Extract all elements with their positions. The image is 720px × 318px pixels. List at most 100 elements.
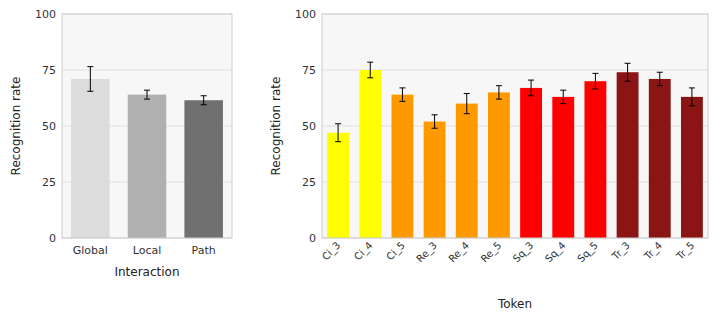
error-stem: [466, 94, 467, 114]
error-stem: [627, 63, 628, 81]
error-stem: [531, 80, 532, 96]
error-bar: [657, 72, 663, 85]
y-tick-label: 0: [49, 232, 56, 245]
error-cap: [560, 103, 566, 104]
bar: [184, 100, 223, 238]
error-stem: [691, 88, 692, 106]
bar: [649, 79, 671, 238]
y-tick-label: 75: [302, 64, 316, 77]
error-bar: [87, 67, 93, 92]
error-cap: [144, 90, 150, 91]
error-cap: [592, 73, 598, 74]
error-cap: [496, 85, 502, 86]
error-stem: [370, 62, 371, 78]
bar: [520, 88, 542, 238]
y-tick-label: 100: [35, 8, 56, 21]
x-tick-label: Local: [133, 244, 162, 257]
error-bar: [592, 73, 598, 89]
bar: [584, 81, 606, 238]
plot-background: [322, 14, 708, 238]
bar: [327, 133, 349, 238]
error-bar: [528, 80, 534, 96]
error-cap: [528, 80, 534, 81]
chart-container: 0 25 50 75 100 Global Local Path Interaction Reco…: [0, 0, 720, 318]
y-tick-label: 25: [302, 176, 316, 189]
bar: [488, 92, 510, 238]
error-stem: [498, 86, 499, 99]
error-bar: [367, 62, 373, 78]
error-bar: [399, 88, 405, 101]
error-cap: [560, 90, 566, 91]
error-cap: [625, 63, 631, 64]
x-tick-label: Tr_4: [641, 240, 664, 263]
x-tick-label: Path: [192, 244, 216, 257]
y-tick-label: 100: [295, 8, 316, 21]
error-bar: [560, 90, 566, 103]
error-stem: [595, 73, 596, 89]
y-tick-label: 0: [309, 232, 316, 245]
plot-frame: [322, 14, 708, 238]
x-tick-label: Ci_4: [352, 240, 375, 263]
error-cap: [592, 89, 598, 90]
error-cap: [432, 128, 438, 129]
error-stem: [563, 90, 564, 103]
error-cap: [657, 85, 663, 86]
error-bar: [335, 124, 341, 142]
bar: [128, 95, 167, 238]
x-tick-label: Ci_5: [384, 240, 407, 263]
x-axis-label: Interaction: [114, 265, 179, 279]
x-tick-label: Tr_3: [609, 240, 632, 263]
x-tick-label: Re_4: [446, 240, 471, 265]
error-bar: [464, 94, 470, 114]
error-cap: [432, 114, 438, 115]
error-bar: [201, 96, 207, 105]
error-bar: [689, 88, 695, 106]
y-tick-label: 50: [42, 120, 56, 133]
x-axis-label: Token: [497, 297, 532, 311]
y-tick-label: 25: [42, 176, 56, 189]
x-tick-label: Ci_3: [320, 240, 343, 263]
x-tick-label: Global: [73, 244, 108, 257]
page: {"chart_data": [ {"type": "bar", "xlabel…: [0, 0, 720, 318]
error-cap: [87, 91, 93, 92]
error-cap: [367, 62, 373, 63]
error-bar: [432, 115, 438, 128]
bar: [456, 104, 478, 238]
bar: [552, 97, 574, 238]
error-cap: [335, 123, 341, 124]
x-tick-label: Tr_5: [674, 240, 697, 263]
error-cap: [335, 141, 341, 142]
error-cap: [464, 113, 470, 114]
y-axis-label: Recognition rate: [269, 77, 283, 176]
y-tick-label: 50: [302, 120, 316, 133]
error-stem: [434, 115, 435, 128]
x-tick-label: Sq_5: [575, 240, 601, 266]
error-stem: [90, 67, 91, 92]
error-cap: [528, 95, 534, 96]
y-tick-label: 75: [42, 64, 56, 77]
x-tick-label: Sq_3: [511, 240, 537, 266]
error-stem: [203, 96, 204, 105]
error-cap: [689, 105, 695, 106]
error-cap: [367, 77, 373, 78]
error-cap: [399, 87, 405, 88]
error-bar: [625, 63, 631, 81]
panel: 0 25 50 75 100 Global Local Path Interaction Reco…: [9, 8, 232, 279]
error-cap: [657, 72, 663, 73]
x-tick-label: Re_5: [479, 240, 504, 265]
error-cap: [144, 99, 150, 100]
error-stem: [338, 124, 339, 142]
error-cap: [201, 95, 207, 96]
marks: [327, 62, 703, 238]
x-tick-label: Sq_4: [543, 240, 569, 266]
bar: [681, 97, 703, 238]
plot-frame: [62, 14, 232, 238]
bar: [617, 72, 639, 238]
y-axis-label: Recognition rate: [9, 77, 23, 176]
bar: [391, 95, 413, 238]
grid-line: [62, 70, 232, 71]
marks: [71, 67, 223, 238]
bar: [424, 122, 446, 238]
chart-svg: 0 25 50 75 100 Global Local Path Interaction Reco…: [0, 0, 720, 318]
plot-background: [62, 14, 232, 238]
